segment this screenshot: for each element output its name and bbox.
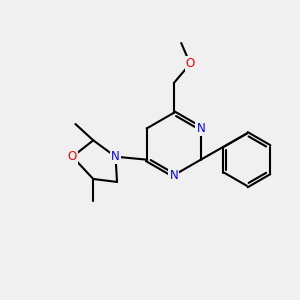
Text: N: N (196, 122, 205, 135)
Text: N: N (111, 150, 120, 163)
Text: O: O (68, 150, 77, 163)
Text: N: N (169, 169, 178, 182)
Text: O: O (185, 57, 195, 70)
